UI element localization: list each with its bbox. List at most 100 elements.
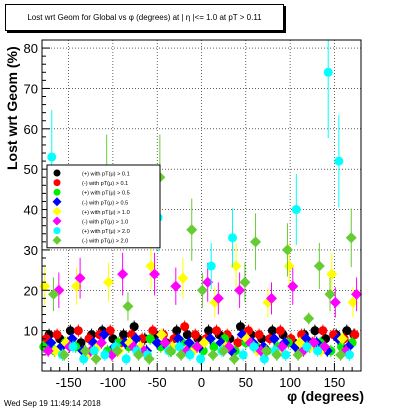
data-point [164,345,176,357]
data-points [39,40,363,365]
data-point [52,330,62,340]
datestamp: Wed Sep 19 11:49:14 2018 [4,399,101,408]
x-tick-label: 0 [198,375,205,390]
data-point [275,326,285,336]
legend-label: (+) with pT(μ) > 2.0 [82,229,130,235]
series-4 [39,242,359,361]
data-point [308,337,320,349]
data-point [175,349,187,361]
data-point [266,292,278,304]
data-point [177,272,189,284]
data-point [172,333,184,345]
data-point [326,268,338,280]
data-point [212,292,224,304]
data-point [71,280,83,292]
axis-ticks [42,47,353,371]
data-point [170,280,182,292]
x-tick-label: -150 [56,375,82,390]
data-point [209,342,219,352]
data-point [68,342,78,352]
data-point [100,350,110,360]
data-point [102,276,114,288]
y-tick-label: 70 [24,81,38,96]
data-point [239,276,251,288]
x-tick-label: 150 [324,375,346,390]
data-point [79,354,89,364]
data-point [345,232,357,244]
data-point [313,260,325,272]
data-point [281,350,291,360]
data-point [260,345,272,357]
data-point [202,276,214,288]
data-point [344,350,354,360]
series-5 [42,252,363,361]
data-point [206,261,216,271]
data-point [89,346,99,356]
data-point [186,224,198,236]
data-point [276,341,288,353]
legend-label: (-) with pT(μ) > 2.0 [82,239,128,245]
y-tick-label: 10 [24,324,38,339]
data-point [49,345,61,357]
data-point [250,236,262,248]
y-tick-label: 60 [24,122,38,137]
data-point [281,244,293,256]
data-point [47,152,57,162]
y-tick-label: 20 [24,283,38,298]
legend-box [46,164,161,249]
data-point [145,260,157,272]
data-point [198,337,210,349]
data-point [117,268,129,280]
data-point [283,260,295,272]
data-point [319,341,331,353]
data-point [42,345,54,357]
data-point [73,326,83,336]
data-point [254,330,264,340]
data-point [111,345,123,357]
data-point [74,272,86,284]
y-tick-label: 40 [24,203,38,218]
legend-marker [53,179,61,187]
data-point [329,296,341,308]
legend-marker [53,169,61,177]
legend: (+) with pT(μ) > 0.1 (-) with pT(μ) > 0.1… [46,164,161,249]
data-point [347,296,359,308]
data-point [122,300,134,312]
data-point [95,337,107,349]
data-point [218,345,230,357]
legend-label: (+) with pT(μ) > 0.5 [82,191,130,197]
data-point [149,268,161,280]
data-point [196,354,206,364]
data-point [151,337,163,349]
x-axis-label: φ (degrees) [287,388,364,404]
tick-labels: -150 -100 -50 0 50 100 150 10 20 30 40 50 60 70 80 [24,41,346,390]
data-point [259,354,269,364]
legend-marker [52,197,62,207]
data-point [58,349,70,361]
data-point [143,353,155,365]
data-point [318,326,328,336]
legend-marker [53,227,61,235]
data-point [228,353,240,365]
legend-label: (+) with pT(μ) > 0.1 [82,172,130,178]
data-point [180,322,190,332]
y-axis-label: Lost wrt Geom (%) [4,46,20,170]
data-point [324,288,336,300]
data-point [191,341,203,353]
data-point [79,345,91,357]
data-point [351,288,363,300]
series-7 [48,134,357,365]
data-point [292,349,304,361]
x-tick-label: 50 [239,375,253,390]
data-point [190,330,200,340]
data-point [48,288,60,300]
x-tick-label: -50 [148,375,167,390]
data-point [196,284,208,296]
data-point [238,350,248,360]
data-point [207,349,219,361]
legend-label: (-) with pT(μ) > 0.5 [82,200,128,206]
data-point [105,326,115,336]
data-point [303,313,315,325]
data-point [185,350,195,360]
